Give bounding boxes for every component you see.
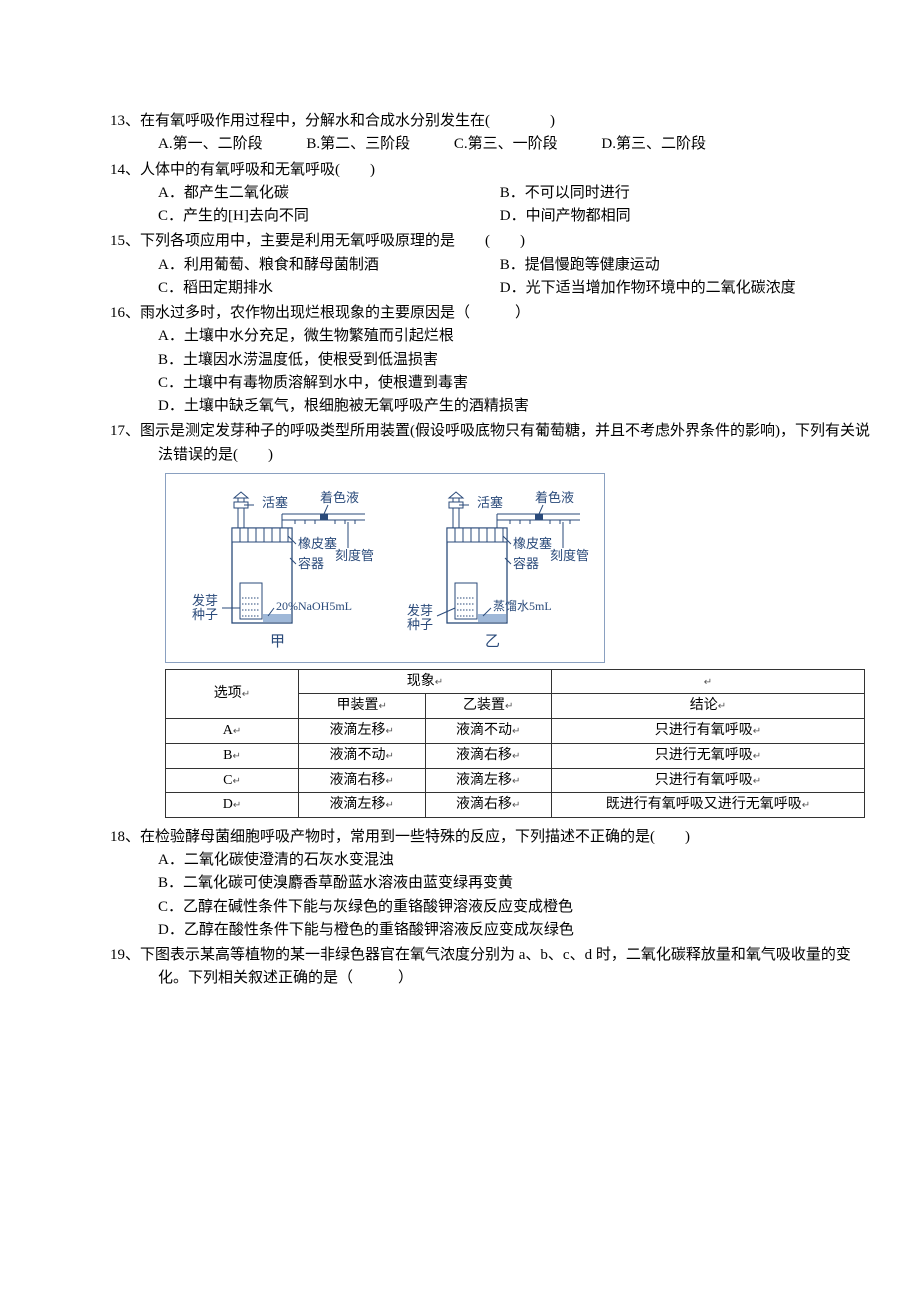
question-17: 17、图示是测定发芽种子的呼吸类型所用装置(假设呼吸底物只有葡萄糖，并且不考虑外… — [110, 420, 870, 818]
th-phenomenon: 现象↵ — [299, 669, 552, 694]
option-b: B．不可以同时进行 — [500, 182, 842, 205]
table-row: A↵ 液滴左移↵ 液滴不动↵ 只进行有氧呼吸↵ — [166, 719, 865, 744]
table-row: 选项↵ 现象↵ ↵ — [166, 669, 865, 694]
cell: 液滴左移↵ — [425, 768, 552, 793]
cell: 液滴左移↵ — [299, 719, 426, 744]
option-c: C．土壤中有毒物质溶解到水中，使根遭到毒害 — [158, 372, 870, 395]
label-kedu-left: 刻度管 — [335, 548, 374, 563]
label-naoh: 20%NaOH5mL — [276, 599, 352, 613]
option-a: A．利用葡萄、粮食和酵母菌制酒 — [158, 254, 500, 277]
table-row: D↵ 液滴左移↵ 液滴右移↵ 既进行有氧呼吸又进行无氧呼吸↵ — [166, 793, 865, 818]
label-faya-right-1: 发芽 — [407, 603, 433, 618]
cell: 液滴右移↵ — [299, 768, 426, 793]
question-13: 13、在有氧呼吸作用过程中，分解水和合成水分别发生在( ) A.第一、二阶段 B… — [110, 110, 870, 157]
question-18: 18、在检验酵母菌细胞呼吸产物时，常用到一些特殊的反应，下列描述不正确的是( )… — [110, 826, 870, 942]
th-yi: 乙装置↵ — [425, 694, 552, 719]
question-14: 14、人体中的有氧呼吸和无氧呼吸( ) A．都产生二氧化碳 B．不可以同时进行 … — [110, 159, 870, 229]
option-a: A．都产生二氧化碳 — [158, 182, 500, 205]
label-rongqi-left: 容器 — [298, 556, 324, 571]
cell: 只进行有氧呼吸↵ — [552, 768, 865, 793]
question-options: A．二氧化碳使澄清的石灰水变混浊 B．二氧化碳可使溴麝香草酚蓝水溶液由蓝变绿再变… — [110, 849, 870, 942]
question-stem: 18、在检验酵母菌细胞呼吸产物时，常用到一些特殊的反应，下列描述不正确的是( ) — [110, 826, 870, 849]
option-a: A．土壤中水分充足，微生物繁殖而引起烂根 — [158, 325, 870, 348]
label-faya-left-1: 发芽 — [192, 593, 218, 608]
cell: C↵ — [166, 768, 299, 793]
option-c: C．稻田定期排水 — [158, 277, 500, 300]
option-table: 选项↵ 现象↵ ↵ 甲装置↵ 乙装置↵ 结论↵ A↵ 液滴左移↵ 液滴不动↵ 只… — [165, 669, 865, 818]
th-option: 选项↵ — [166, 669, 299, 718]
cell: A↵ — [166, 719, 299, 744]
option-d: D．乙醇在酸性条件下能与橙色的重铬酸钾溶液反应变成灰绿色 — [158, 919, 870, 942]
label-shui: 蒸馏水5mL — [493, 599, 552, 613]
label-kedu-right: 刻度管 — [550, 548, 589, 563]
question-options: A．土壤中水分充足，微生物繁殖而引起烂根 B．土壤因水涝温度低，使根受到低温损害… — [110, 325, 870, 418]
question-stem: 17、图示是测定发芽种子的呼吸类型所用装置(假设呼吸底物只有葡萄糖，并且不考虑外… — [110, 420, 870, 467]
cell: 液滴左移↵ — [299, 793, 426, 818]
option-a: A.第一、二阶段 — [158, 133, 263, 156]
cell: 只进行有氧呼吸↵ — [552, 719, 865, 744]
option-c: C．乙醇在碱性条件下能与灰绿色的重铬酸钾溶液反应变成橙色 — [158, 896, 870, 919]
question-options: A．都产生二氧化碳 B．不可以同时进行 C．产生的[H]去向不同 D．中间产物都… — [110, 182, 870, 229]
question-19: 19、下图表示某高等植物的某一非绿色器官在氧气浓度分别为 a、b、c、d 时，二… — [110, 944, 870, 991]
cell: 只进行无氧呼吸↵ — [552, 743, 865, 768]
question-stem: 16、雨水过多时，农作物出现烂根现象的主要原因是（ ） — [110, 302, 870, 325]
option-b: B．提倡慢跑等健康运动 — [500, 254, 842, 277]
question-stem: 15、下列各项应用中，主要是利用无氧呼吸原理的是 ( ) — [110, 230, 870, 253]
label-rongqi-right: 容器 — [513, 556, 539, 571]
cell: 液滴不动↵ — [299, 743, 426, 768]
label-yi: 乙 — [485, 634, 500, 650]
label-zhase-right: 着色液 — [535, 490, 574, 505]
question-options: A．利用葡萄、粮食和酵母菌制酒 B．提倡慢跑等健康运动 C．稻田定期排水 D．光… — [110, 254, 870, 301]
cell: 液滴右移↵ — [425, 793, 552, 818]
option-d: D．中间产物都相同 — [500, 205, 842, 228]
cell: D↵ — [166, 793, 299, 818]
option-c: C．产生的[H]去向不同 — [158, 205, 500, 228]
label-huose-left: 活塞 — [262, 495, 288, 510]
question-stem: 19、下图表示某高等植物的某一非绿色器官在氧气浓度分别为 a、b、c、d 时，二… — [110, 944, 870, 991]
label-huose-right: 活塞 — [477, 495, 503, 510]
question-16: 16、雨水过多时，农作物出现烂根现象的主要原因是（ ） A．土壤中水分充足，微生… — [110, 302, 870, 418]
option-d: D．土壤中缺乏氧气，根细胞被无氧呼吸产生的酒精损害 — [158, 395, 870, 418]
question-stem: 13、在有氧呼吸作用过程中，分解水和合成水分别发生在( ) — [110, 110, 870, 133]
th-jia: 甲装置↵ — [299, 694, 426, 719]
option-b: B.第二、三阶段 — [306, 133, 410, 156]
option-b: B．土壤因水涝温度低，使根受到低温损害 — [158, 349, 870, 372]
question-stem: 14、人体中的有氧呼吸和无氧呼吸( ) — [110, 159, 870, 182]
option-c: C.第三、一阶段 — [454, 133, 558, 156]
option-a: A．二氧化碳使澄清的石灰水变混浊 — [158, 849, 870, 872]
th-conclusion: 结论↵ — [552, 694, 865, 719]
cell: 液滴右移↵ — [425, 743, 552, 768]
option-b: B．二氧化碳可使溴麝香草酚蓝水溶液由蓝变绿再变黄 — [158, 872, 870, 895]
question-options: A.第一、二阶段 B.第二、三阶段 C.第三、一阶段 D.第三、二阶段 — [110, 133, 870, 156]
apparatus-figure: 活塞 着色液 橡皮塞 容器 刻度管 发芽 种子 20%NaOH5mL 甲 活塞 — [165, 473, 605, 663]
question-15: 15、下列各项应用中，主要是利用无氧呼吸原理的是 ( ) A．利用葡萄、粮食和酵… — [110, 230, 870, 300]
cell: 既进行有氧呼吸又进行无氧呼吸↵ — [552, 793, 865, 818]
table-row: B↵ 液滴不动↵ 液滴右移↵ 只进行无氧呼吸↵ — [166, 743, 865, 768]
label-xiangpi-left: 橡皮塞 — [298, 536, 337, 551]
th-blank: ↵ — [552, 669, 865, 694]
cell: 液滴不动↵ — [425, 719, 552, 744]
label-zhase-left: 着色液 — [320, 490, 359, 505]
label-faya-left-2: 种子 — [192, 607, 218, 622]
label-xiangpi-right: 橡皮塞 — [513, 536, 552, 551]
label-jia: 甲 — [270, 634, 285, 650]
option-d: D.第三、二阶段 — [601, 133, 706, 156]
label-faya-right-2: 种子 — [407, 617, 433, 632]
cell: B↵ — [166, 743, 299, 768]
table-row: C↵ 液滴右移↵ 液滴左移↵ 只进行有氧呼吸↵ — [166, 768, 865, 793]
option-d: D．光下适当增加作物环境中的二氧化碳浓度 — [500, 277, 842, 300]
